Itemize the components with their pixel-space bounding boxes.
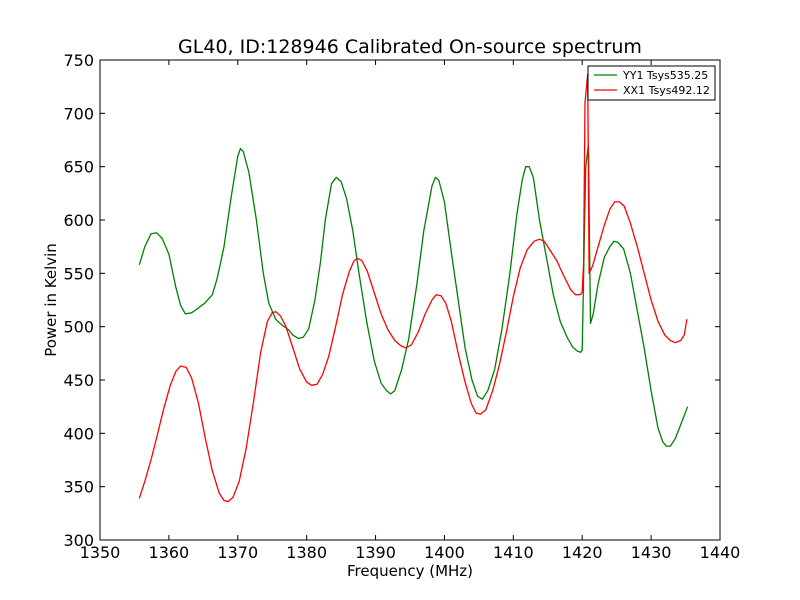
- x-tick-label: 1430: [631, 543, 672, 562]
- y-tick-label: 450: [63, 371, 94, 390]
- x-axis-label: Frequency (MHz): [347, 562, 473, 580]
- y-tick-label: 600: [63, 211, 94, 230]
- series-line-xx1: [138, 73, 688, 503]
- legend-box: [587, 65, 716, 101]
- legend-label-xx1: XX1 Tsys492.12: [623, 84, 710, 97]
- y-tick-label: 400: [63, 424, 94, 443]
- x-tick-label: 1390: [355, 543, 396, 562]
- x-axis-ticks: 1350 1360 1370 1380 1390 1400 1410 1420 1430 1440: [80, 60, 741, 562]
- y-tick-label: 650: [63, 158, 94, 177]
- y-tick-label: 750: [63, 51, 94, 70]
- y-tick-label: 550: [63, 264, 94, 283]
- y-tick-label: 500: [63, 318, 94, 337]
- y-axis-ticks: 300 350 400 450 500 550 600 650 700 750: [63, 51, 720, 550]
- chart-title: GL40, ID:128946 Calibrated On-source spe…: [178, 36, 642, 58]
- y-tick-label: 300: [63, 531, 94, 550]
- x-tick-label: 1410: [493, 543, 534, 562]
- x-tick-label: 1370: [217, 543, 258, 562]
- x-tick-label: 1440: [700, 543, 741, 562]
- plot-area: 1350 1360 1370 1380 1390 1400 1410 1420 1430 1440…: [63, 51, 740, 562]
- x-tick-label: 1380: [286, 543, 327, 562]
- legend: YY1 Tsys535.25 XX1 Tsys492.12: [587, 65, 716, 101]
- x-tick-label: 1420: [562, 543, 603, 562]
- series-layer: [138, 73, 689, 503]
- x-tick-label: 1350: [80, 543, 121, 562]
- x-tick-label: 1360: [149, 543, 190, 562]
- x-tick-label: 1400: [424, 543, 465, 562]
- series-line-yy1: [138, 144, 689, 447]
- y-tick-label: 700: [63, 104, 94, 123]
- y-tick-label: 350: [63, 478, 94, 497]
- y-axis-label: Power in Kelvin: [42, 243, 60, 357]
- plot-frame: [99, 59, 721, 541]
- legend-label-yy1: YY1 Tsys535.25: [622, 69, 708, 82]
